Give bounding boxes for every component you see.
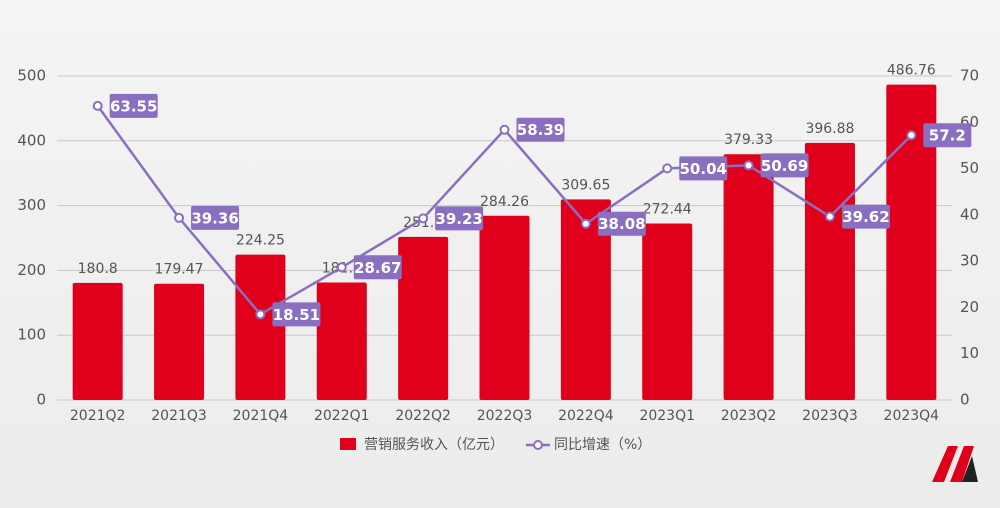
bar-value-label: 224.25	[236, 233, 285, 249]
bar	[398, 236, 449, 400]
line-label-box	[923, 123, 972, 148]
line-value-label: 28.67	[354, 259, 401, 277]
line-point	[255, 309, 266, 320]
bar-value-label: 486.76	[887, 63, 936, 79]
line-value-label: 39.62	[842, 208, 889, 226]
x-tick-label: 2023Q3	[802, 408, 858, 424]
x-tick-label: 2021Q3	[151, 408, 207, 424]
line-label-box	[272, 302, 321, 327]
logo	[932, 446, 978, 482]
line-point	[418, 213, 429, 224]
line-value-label: 58.39	[517, 121, 564, 139]
bar	[479, 215, 530, 400]
x-tick-label: 2022Q4	[558, 408, 614, 424]
x-tick-label: 2022Q2	[395, 408, 451, 424]
y2-tick-label: 70	[960, 67, 979, 85]
bar	[560, 199, 611, 400]
line-point	[499, 124, 510, 135]
line-value-label: 39.23	[435, 210, 482, 228]
line-label-box	[760, 153, 809, 178]
y-tick-label: 500	[17, 67, 46, 85]
bar	[154, 283, 205, 400]
bar	[642, 223, 693, 400]
y-tick-label: 300	[17, 196, 46, 214]
x-tick-label: 2023Q4	[884, 408, 940, 424]
bar-value-label: 284.26	[480, 194, 529, 210]
line-value-label: 38.08	[598, 215, 645, 233]
y2-tick-label: 40	[960, 205, 979, 223]
line-label-box	[841, 204, 890, 229]
y2-tick-label: 30	[960, 252, 979, 270]
legend-label: 同比增速（%）	[554, 437, 651, 453]
line-value-label: 18.51	[273, 306, 320, 324]
line-label-box	[191, 205, 240, 230]
x-tick-label: 2023Q2	[721, 408, 777, 424]
line-point	[662, 163, 673, 174]
bar	[886, 84, 937, 400]
line-label-box	[597, 211, 646, 236]
x-tick-label: 2023Q1	[639, 408, 695, 424]
bar	[723, 154, 774, 400]
line-label-box	[516, 117, 565, 142]
bar	[72, 282, 123, 400]
bar	[804, 142, 855, 400]
x-tick-label: 2021Q4	[233, 408, 289, 424]
bar-value-label: 272.44	[643, 201, 692, 217]
legend-swatch	[533, 440, 543, 450]
line-point	[824, 211, 835, 222]
bar-value-label: 309.65	[561, 177, 610, 193]
line-value-label: 39.36	[191, 209, 238, 227]
x-tick-label: 2022Q3	[477, 408, 533, 424]
bar	[235, 254, 286, 400]
line-label-box	[435, 206, 484, 231]
bar-value-label: 379.33	[724, 132, 773, 148]
y2-tick-label: 50	[960, 159, 979, 177]
y-tick-label: 100	[17, 326, 46, 344]
line-point	[743, 160, 754, 171]
y2-tick-label: 10	[960, 344, 979, 362]
line-label-box	[109, 93, 158, 118]
x-tick-label: 2022Q1	[314, 408, 370, 424]
line-value-label: 57.2	[929, 127, 966, 145]
line-point	[336, 262, 347, 273]
line-value-label: 50.69	[761, 157, 808, 175]
x-tick-label: 2021Q2	[70, 408, 126, 424]
legend-label: 营销服务收入（亿元）	[364, 437, 504, 453]
line-value-label: 63.55	[110, 97, 157, 115]
line-label-box	[679, 156, 728, 181]
bar-value-label: 179.47	[155, 262, 204, 278]
y-tick-label: 400	[17, 131, 46, 149]
line-label-box	[353, 255, 402, 280]
y2-tick-label: 0	[960, 391, 970, 409]
line-point	[174, 212, 185, 223]
y2-tick-label: 20	[960, 298, 979, 316]
bar-value-label: 180.8	[78, 261, 118, 277]
line-point	[906, 130, 917, 141]
bar	[316, 282, 367, 400]
legend-swatch	[340, 438, 356, 450]
line-point	[580, 218, 591, 229]
line-point	[92, 100, 103, 111]
bar-value-label: 396.88	[805, 121, 854, 137]
y-tick-label: 200	[17, 261, 46, 279]
y-tick-label: 0	[36, 391, 46, 409]
line-value-label: 50.04	[680, 160, 727, 178]
